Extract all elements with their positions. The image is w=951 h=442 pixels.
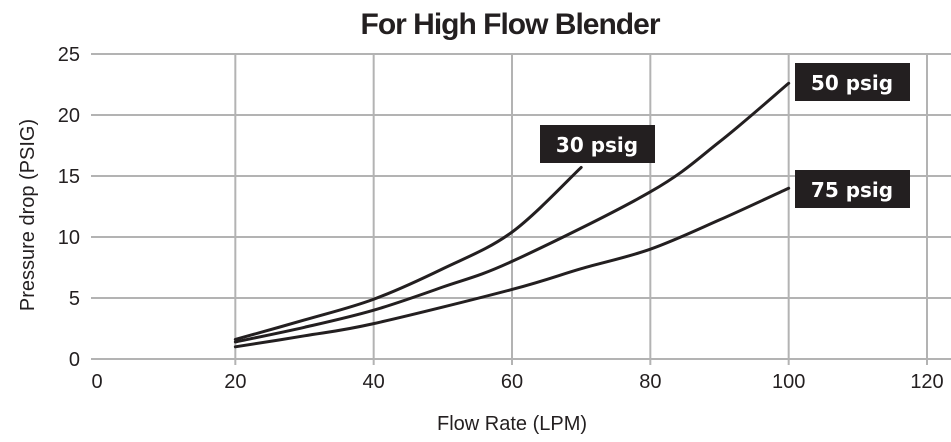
y-ticks: 0 5 10 15 20 25 <box>58 44 80 371</box>
x-tick-label: 100 <box>772 371 805 393</box>
x-axis-label: Flow Rate (LPM) <box>437 413 587 435</box>
y-tick-label: 5 <box>69 288 80 310</box>
series-line <box>233 81 791 344</box>
y-tick-label: 20 <box>58 105 80 127</box>
y-axis-label: Pressure drop (PSIG) <box>17 119 39 311</box>
series-label-text: 30 psig <box>556 133 638 157</box>
series-label: 50 psig <box>795 63 910 101</box>
y-tick-label: 25 <box>58 44 80 66</box>
series-label-box <box>795 63 910 101</box>
y-tick-label: 0 <box>69 349 80 371</box>
x-tick-label: 80 <box>639 371 661 393</box>
series-line <box>233 186 791 349</box>
y-tick-label: 15 <box>58 166 80 188</box>
x-tick-label: 0 <box>91 371 102 393</box>
series-label-text: 75 psig <box>811 178 893 202</box>
series-labels: 30 psig 50 psig 75 psig <box>540 63 910 208</box>
series-label: 75 psig <box>795 170 910 208</box>
x-tick-label: 120 <box>910 371 943 393</box>
x-tick-label: 60 <box>501 371 523 393</box>
x-ticks: 0 20 40 60 80 100 120 <box>91 371 943 393</box>
y-tick-label: 10 <box>58 227 80 249</box>
series-label-box <box>795 170 910 208</box>
x-tick-label: 40 <box>363 371 385 393</box>
series-label-box <box>540 125 655 163</box>
series-label: 30 psig <box>540 125 655 163</box>
series-lines <box>233 81 791 349</box>
series-line <box>233 165 583 341</box>
x-tick-label: 20 <box>224 371 246 393</box>
series-label-text: 50 psig <box>811 71 893 95</box>
chart-title: For High Flow Blender <box>361 8 661 41</box>
